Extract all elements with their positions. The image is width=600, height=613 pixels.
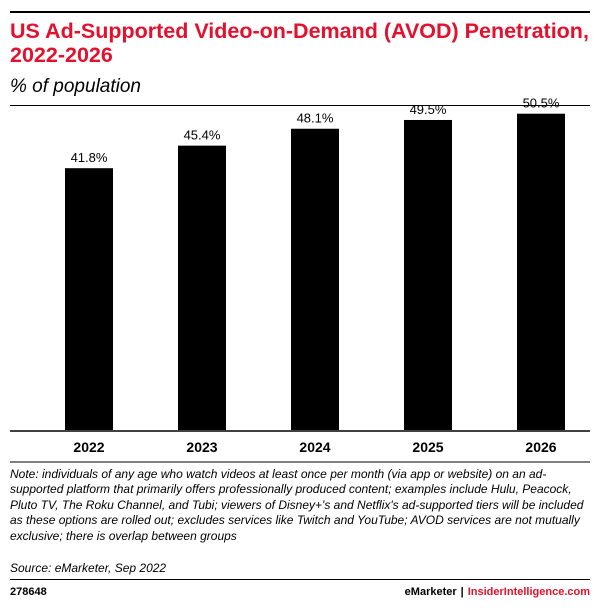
data-label-2022: 41.8%	[71, 150, 108, 165]
brand-emarketer: eMarketer	[404, 586, 457, 598]
bar-2023	[178, 145, 226, 430]
x-tick-2022: 2022	[73, 439, 104, 455]
chart-note: Note: individuals of any age who watch v…	[10, 467, 584, 543]
data-label-2026: 50.5%	[523, 96, 560, 111]
brand-separator: |	[460, 586, 464, 598]
bar-2024	[291, 128, 339, 430]
x-tick-2026: 2026	[525, 439, 556, 455]
bar-2026	[517, 113, 565, 431]
top-rule	[10, 11, 590, 13]
data-label-2024: 48.1%	[297, 111, 334, 126]
data-label-2025: 49.5%	[410, 102, 447, 117]
x-tick-2025: 2025	[412, 439, 443, 455]
x-tick-2023: 2023	[186, 439, 217, 455]
chart-title: US Ad-Supported Video-on-Demand (AVOD) P…	[10, 19, 589, 67]
brand-insider-link[interactable]: InsiderIntelligence.com	[467, 586, 590, 598]
footer-rule	[10, 579, 590, 580]
chart-source: Source: eMarketer, Sep 2022	[10, 561, 167, 575]
chart-subtitle: % of population	[10, 76, 141, 97]
subtitle-rule	[10, 105, 590, 106]
chart-id: 278648	[10, 586, 47, 598]
brand-credit: eMarketer | InsiderIntelligence.com	[405, 586, 590, 598]
data-label-2023: 45.4%	[184, 128, 221, 143]
x-tick-2024: 2024	[299, 439, 330, 455]
bar-2022	[65, 168, 113, 430]
bar-2025	[404, 119, 452, 430]
